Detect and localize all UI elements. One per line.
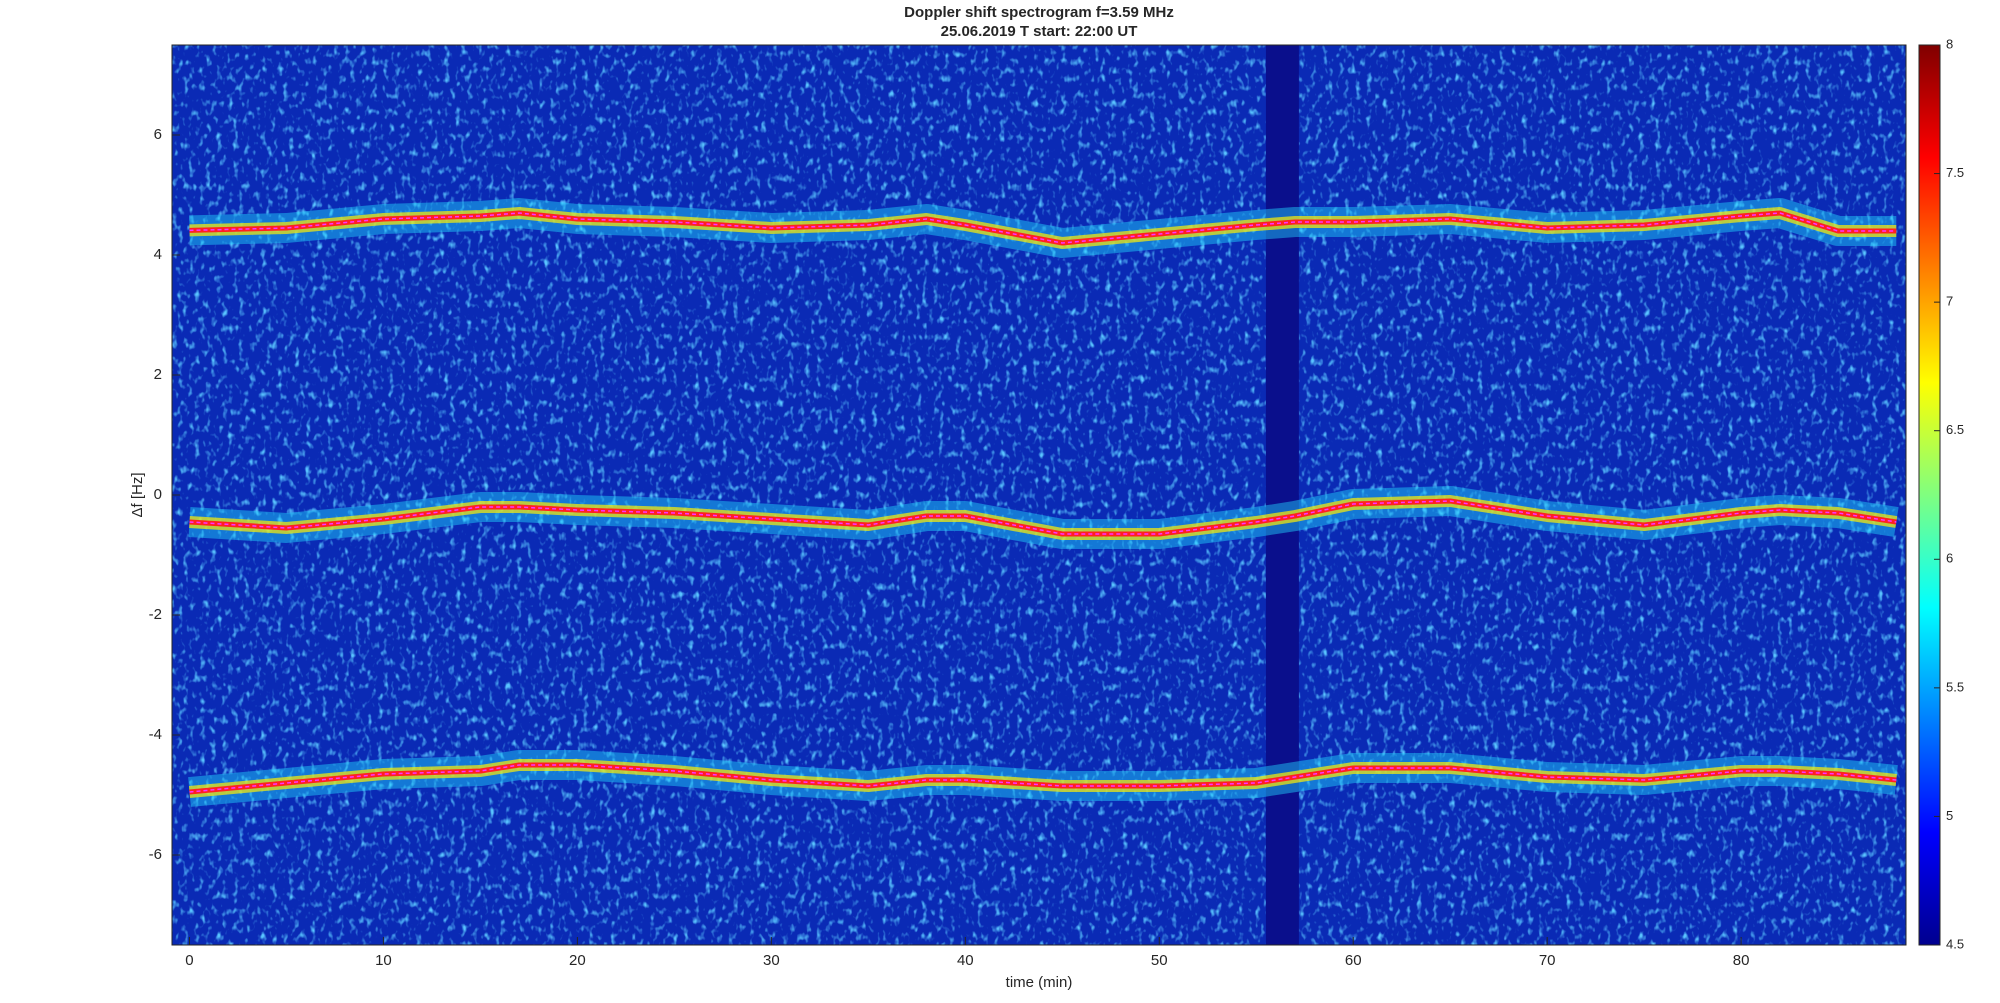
x-tick-label: 0 <box>185 952 193 969</box>
y-axis-label: Δf [Hz] <box>129 472 146 517</box>
track-line <box>189 500 1897 535</box>
colorbar-tick-label: 5 <box>1946 808 1953 823</box>
x-tick-label: 20 <box>569 952 586 969</box>
y-tick-label: 6 <box>154 126 162 143</box>
colorbar <box>1918 44 1941 946</box>
track-line <box>189 764 1897 793</box>
chart-subtitle: 25.06.2019 T start: 22:00 UT <box>941 23 1138 40</box>
colorbar-tick-label: 6.5 <box>1946 422 1964 437</box>
y-tick-label: 0 <box>154 486 162 503</box>
track-line <box>189 212 1897 244</box>
plot-area <box>172 45 1906 945</box>
chart-title: Doppler shift spectrogram f=3.59 MHz <box>904 4 1174 21</box>
y-tick-label: 2 <box>154 366 162 383</box>
y-tick-label: -6 <box>149 846 162 863</box>
colorbar-tick-label: 5.5 <box>1946 679 1964 694</box>
x-tick-label: 70 <box>1539 952 1556 969</box>
colorbar-tick-label: 6 <box>1946 551 1953 566</box>
x-tick-label: 40 <box>957 952 974 969</box>
x-tick-label: 60 <box>1345 952 1362 969</box>
colorbar-tick-label: 4.5 <box>1946 936 1964 951</box>
colorbar-tick-label: 8 <box>1946 36 1953 51</box>
data-gap <box>1265 45 1299 945</box>
x-tick-label: 80 <box>1733 952 1750 969</box>
colorbar-tick-label: 7 <box>1946 294 1953 309</box>
spectrogram-noise <box>172 45 1906 945</box>
colorbar-tick-label: 7.5 <box>1946 165 1964 180</box>
y-tick-label: -2 <box>149 606 162 623</box>
y-tick-label: -4 <box>149 726 162 743</box>
x-tick-label: 30 <box>763 952 780 969</box>
x-tick-label: 10 <box>375 952 392 969</box>
x-axis-label: time (min) <box>1006 974 1073 991</box>
x-tick-label: 50 <box>1151 952 1168 969</box>
y-tick-label: 4 <box>154 246 162 263</box>
